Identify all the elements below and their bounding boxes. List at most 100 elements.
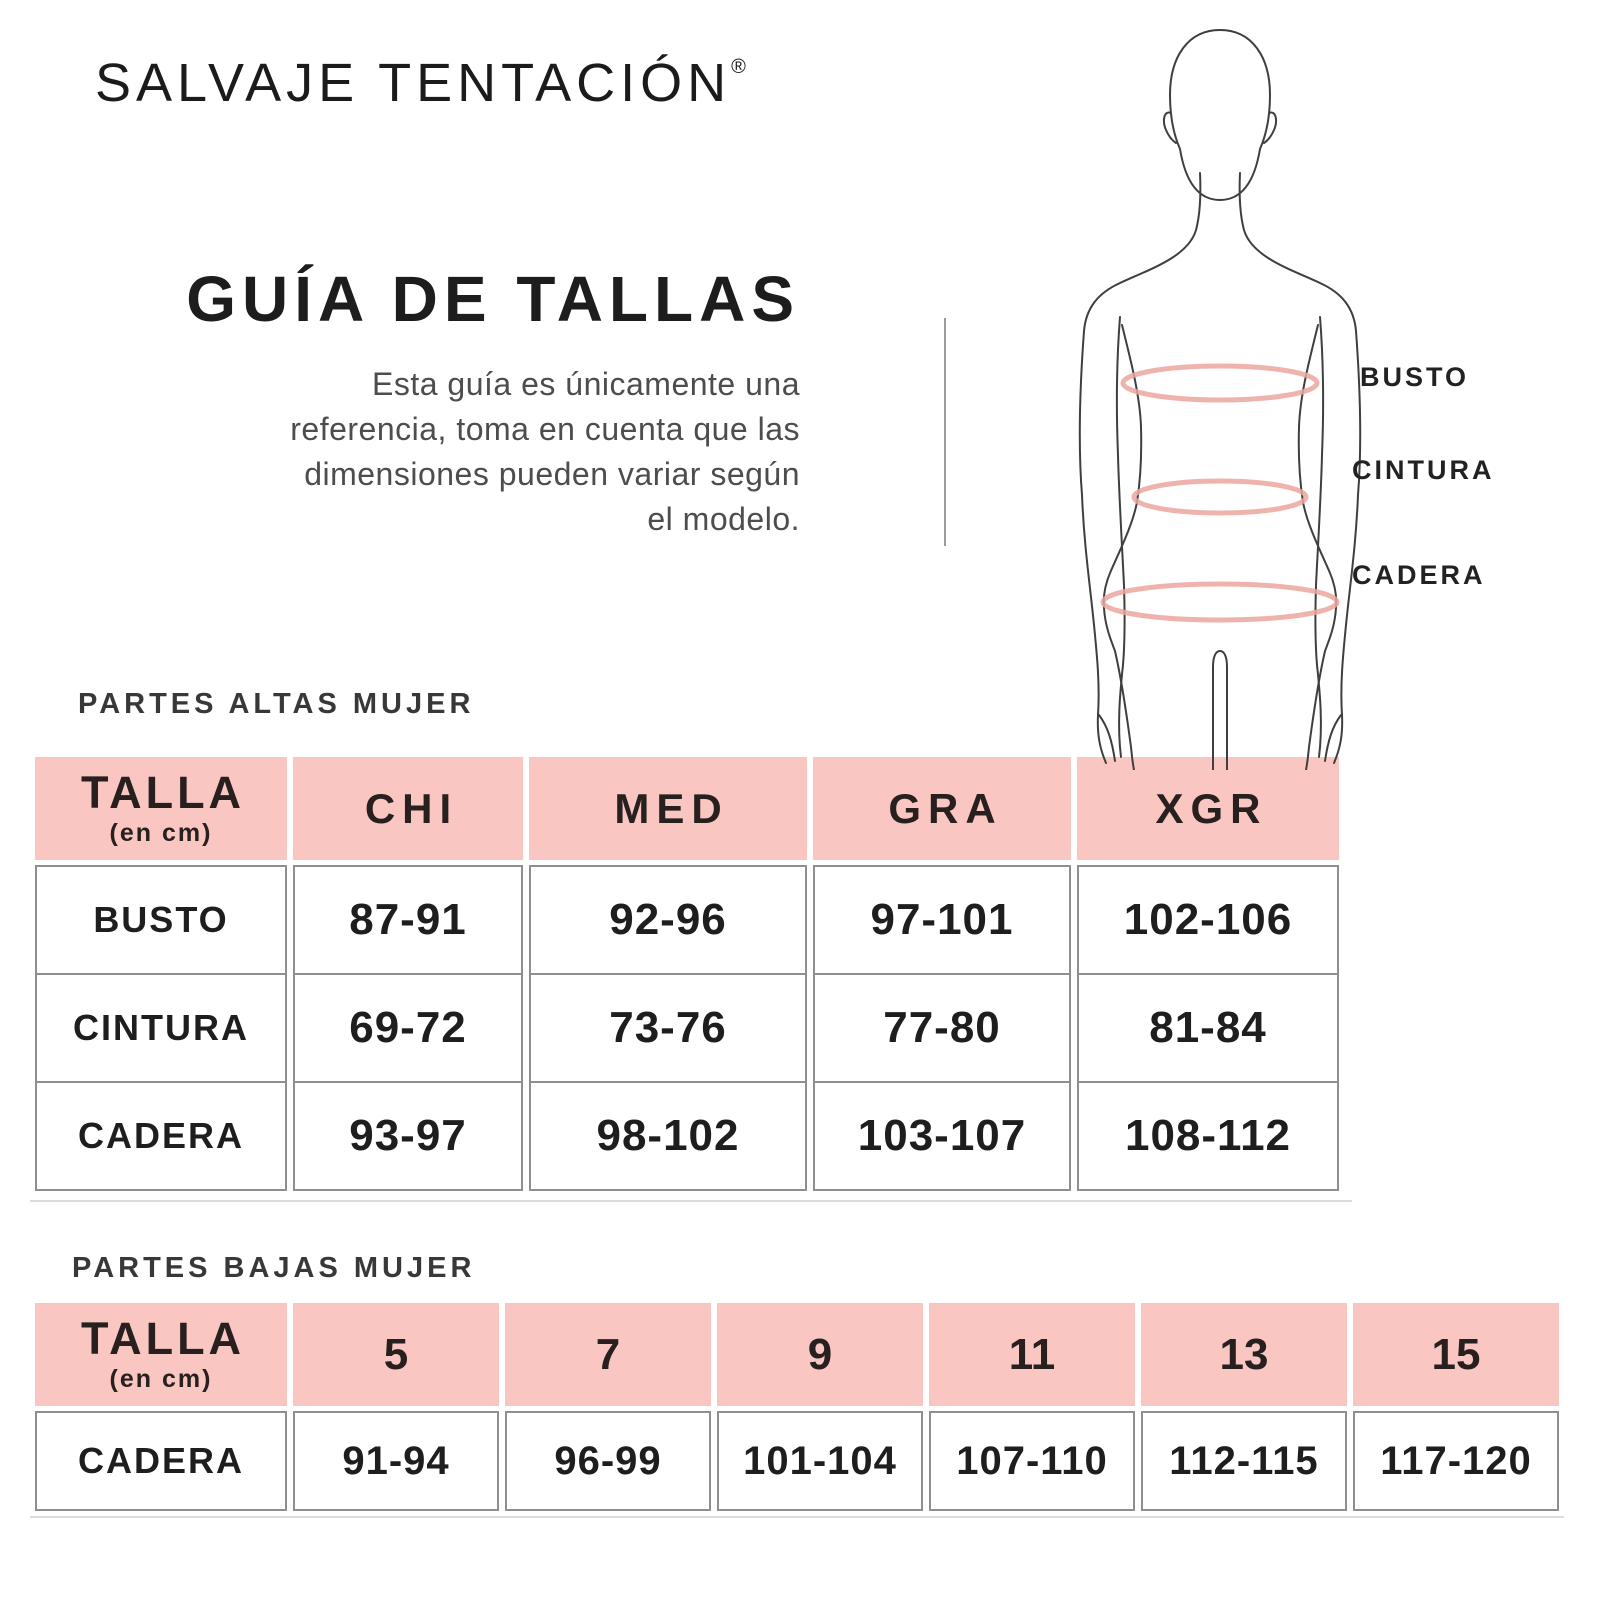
- value-cell: 93-97: [293, 1081, 523, 1191]
- lower-sizes-table: TALLA (en cm) CADERA 5 91-94 7 96-99 9 1…: [35, 1303, 1559, 1511]
- talla-label: TALLA: [80, 766, 246, 818]
- value-cell: 97-101: [813, 865, 1071, 975]
- size-header-cell: 15: [1353, 1303, 1559, 1406]
- upper-parts-section-title: PARTES ALTAS MUJER: [78, 688, 475, 720]
- talla-header-cell: TALLA (en cm): [35, 1303, 287, 1406]
- row-label: CINTURA: [73, 1007, 249, 1048]
- value-cell: 101-104: [717, 1411, 923, 1511]
- table-column-chi: CHI 87-91 69-72 93-97: [293, 757, 523, 1191]
- talla-label: TALLA: [80, 1312, 246, 1364]
- value-cell: 77-80: [813, 973, 1071, 1083]
- measurement-value: 69-72: [349, 1003, 467, 1052]
- value-cell: 117-120: [1353, 1411, 1559, 1511]
- measurement-value: 97-101: [870, 895, 1014, 944]
- measurement-value: 102-106: [1123, 895, 1293, 944]
- size-name: CHI: [364, 784, 459, 832]
- size-name: MED: [614, 784, 729, 832]
- lower-parts-section-title: PARTES BAJAS MUJER: [72, 1252, 476, 1284]
- value-cell: 107-110: [929, 1411, 1135, 1511]
- measurement-value: 101-104: [743, 1438, 897, 1483]
- measurement-value: 98-102: [596, 1111, 740, 1160]
- talla-unit: (en cm): [109, 818, 213, 847]
- brand-name: SALVAJE TENTACIÓN: [95, 53, 732, 113]
- size-header-cell: 9: [717, 1303, 923, 1406]
- table-shadow-line: [30, 1200, 1352, 1202]
- page-title: GUÍA DE TALLAS: [186, 263, 800, 335]
- table-column-13: 13 112-115: [1141, 1303, 1347, 1511]
- talla-unit: (en cm): [109, 1364, 213, 1393]
- value-cell: 103-107: [813, 1081, 1071, 1191]
- measurement-value: 112-115: [1169, 1438, 1319, 1483]
- size-header-cell: CHI: [293, 757, 523, 860]
- measurement-value: 96-99: [554, 1438, 662, 1483]
- value-cell: 92-96: [529, 865, 807, 975]
- size-number: 13: [1219, 1329, 1269, 1379]
- hip-measure-line: [1100, 581, 1340, 623]
- table-column-labels: TALLA (en cm) CADERA: [35, 1303, 287, 1511]
- talla-header-cell: TALLA (en cm): [35, 757, 287, 860]
- value-cell: 108-112: [1077, 1081, 1339, 1191]
- size-header-cell: MED: [529, 757, 807, 860]
- measurement-value: 108-112: [1124, 1111, 1292, 1160]
- size-header-cell: GRA: [813, 757, 1071, 860]
- measurement-value: 92-96: [609, 895, 727, 944]
- table-column-gra: GRA 97-101 77-80 103-107: [813, 757, 1071, 1191]
- value-cell: 73-76: [529, 973, 807, 1083]
- size-name: XGR: [1155, 784, 1268, 832]
- measurement-value: 77-80: [883, 1003, 1001, 1052]
- row-label-cell: CINTURA: [35, 973, 287, 1083]
- size-number: 11: [1008, 1329, 1056, 1379]
- measurement-value: 73-76: [609, 1003, 727, 1052]
- size-name: GRA: [888, 784, 1003, 832]
- size-number: 5: [383, 1329, 409, 1379]
- hip-label: CADERA: [1352, 560, 1486, 590]
- row-label: CADERA: [77, 1440, 244, 1481]
- female-body-silhouette-illustration: [1078, 28, 1362, 770]
- table-column-15: 15 117-120: [1353, 1303, 1559, 1511]
- measurement-value: 117-120: [1380, 1438, 1532, 1483]
- row-label: CADERA: [77, 1115, 244, 1156]
- bust-measure-line: [1120, 363, 1320, 403]
- description-line: dimensiones pueden variar según: [304, 456, 800, 492]
- size-header-cell: 5: [293, 1303, 499, 1406]
- value-cell: 91-94: [293, 1411, 499, 1511]
- row-label: BUSTO: [93, 899, 229, 940]
- intro-block: GUÍA DE TALLAS Esta guía es únicamente u…: [85, 262, 800, 542]
- table-column-xgr: XGR 102-106 81-84 108-112: [1077, 757, 1339, 1191]
- waist-label: CINTURA: [1352, 455, 1495, 485]
- measurement-value: 81-84: [1149, 1003, 1267, 1052]
- size-header-cell: 13: [1141, 1303, 1347, 1406]
- size-number: 9: [807, 1329, 833, 1379]
- measurement-value: 91-94: [342, 1438, 450, 1483]
- table-column-labels: TALLA (en cm) BUSTO CINTURA CADERA: [35, 757, 287, 1191]
- value-cell: 69-72: [293, 973, 523, 1083]
- value-cell: 96-99: [505, 1411, 711, 1511]
- bust-label: BUSTO: [1360, 362, 1470, 392]
- measurement-value: 93-97: [349, 1111, 467, 1160]
- measurement-value: 103-107: [857, 1111, 1027, 1160]
- row-label-cell: CADERA: [35, 1411, 287, 1511]
- size-header-cell: 7: [505, 1303, 711, 1406]
- brand-logo: SALVAJE TENTACIÓN®: [95, 52, 746, 114]
- size-header-cell: XGR: [1077, 757, 1339, 860]
- table-column-5: 5 91-94: [293, 1303, 499, 1511]
- description-line: el modelo.: [647, 501, 800, 537]
- value-cell: 98-102: [529, 1081, 807, 1191]
- waist-measure-line: [1131, 478, 1309, 516]
- row-label-cell: CADERA: [35, 1081, 287, 1191]
- row-label-cell: BUSTO: [35, 865, 287, 975]
- table-shadow-line: [30, 1516, 1564, 1518]
- table-column-med: MED 92-96 73-76 98-102: [529, 757, 807, 1191]
- value-cell: 87-91: [293, 865, 523, 975]
- guide-description: Esta guía es únicamente una referencia, …: [85, 362, 800, 542]
- table-column-9: 9 101-104: [717, 1303, 923, 1511]
- table-column-11: 11 107-110: [929, 1303, 1135, 1511]
- upper-sizes-table: TALLA (en cm) BUSTO CINTURA CADERA CHI 8…: [35, 757, 1339, 1191]
- value-cell: 102-106: [1077, 865, 1339, 975]
- measurement-value: 107-110: [956, 1438, 1108, 1483]
- value-cell: 81-84: [1077, 973, 1339, 1083]
- vertical-divider: [944, 318, 946, 546]
- size-number: 7: [595, 1329, 621, 1379]
- registered-trademark-symbol: ®: [731, 56, 746, 78]
